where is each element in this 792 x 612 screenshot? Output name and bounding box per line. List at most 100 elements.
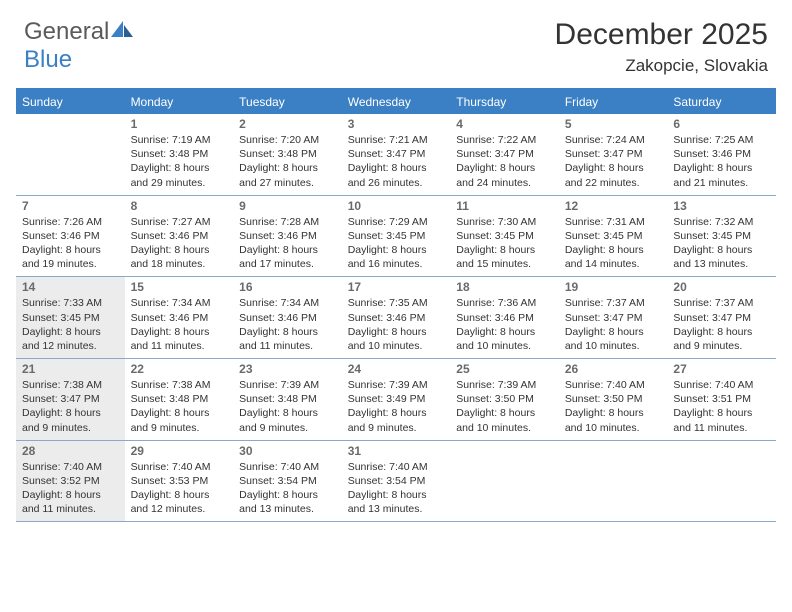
day-cell: 27Sunrise: 7:40 AMSunset: 3:51 PMDayligh…: [667, 359, 776, 440]
day-number: 2: [239, 117, 336, 131]
day-daylight: Daylight: 8 hours and 10 minutes.: [456, 325, 553, 353]
logo-text-gray: General: [24, 18, 109, 45]
day-sunset: Sunset: 3:45 PM: [348, 229, 445, 243]
day-sunset: Sunset: 3:48 PM: [239, 392, 336, 406]
day-sunrise: Sunrise: 7:34 AM: [131, 296, 228, 310]
day-number: 29: [131, 444, 228, 458]
day-cell: 21Sunrise: 7:38 AMSunset: 3:47 PMDayligh…: [16, 359, 125, 440]
day-sunrise: Sunrise: 7:24 AM: [565, 133, 662, 147]
day-number: 25: [456, 362, 553, 376]
day-sunset: Sunset: 3:53 PM: [131, 474, 228, 488]
day-number: 17: [348, 280, 445, 294]
weekday-header: Friday: [559, 90, 668, 114]
day-number: 15: [131, 280, 228, 294]
day-daylight: Daylight: 8 hours and 9 minutes.: [673, 325, 770, 353]
day-sunset: Sunset: 3:47 PM: [565, 147, 662, 161]
day-number: 4: [456, 117, 553, 131]
logo-sail-icon: [111, 18, 133, 46]
day-daylight: Daylight: 8 hours and 21 minutes.: [673, 161, 770, 189]
day-cell: 19Sunrise: 7:37 AMSunset: 3:47 PMDayligh…: [559, 277, 668, 358]
day-number: 27: [673, 362, 770, 376]
day-daylight: Daylight: 8 hours and 18 minutes.: [131, 243, 228, 271]
day-number: 22: [131, 362, 228, 376]
day-sunrise: Sunrise: 7:39 AM: [239, 378, 336, 392]
day-sunset: Sunset: 3:54 PM: [239, 474, 336, 488]
day-cell: 1Sunrise: 7:19 AMSunset: 3:48 PMDaylight…: [125, 114, 234, 195]
day-cell: 22Sunrise: 7:38 AMSunset: 3:48 PMDayligh…: [125, 359, 234, 440]
day-cell: 30Sunrise: 7:40 AMSunset: 3:54 PMDayligh…: [233, 441, 342, 522]
day-sunrise: Sunrise: 7:29 AM: [348, 215, 445, 229]
day-sunset: Sunset: 3:47 PM: [456, 147, 553, 161]
day-daylight: Daylight: 8 hours and 13 minutes.: [348, 488, 445, 516]
day-daylight: Daylight: 8 hours and 16 minutes.: [348, 243, 445, 271]
day-daylight: Daylight: 8 hours and 12 minutes.: [131, 488, 228, 516]
day-daylight: Daylight: 8 hours and 22 minutes.: [565, 161, 662, 189]
weekday-row: Sunday Monday Tuesday Wednesday Thursday…: [16, 90, 776, 114]
day-daylight: Daylight: 8 hours and 29 minutes.: [131, 161, 228, 189]
day-daylight: Daylight: 8 hours and 9 minutes.: [131, 406, 228, 434]
day-daylight: Daylight: 8 hours and 9 minutes.: [348, 406, 445, 434]
day-sunrise: Sunrise: 7:40 AM: [565, 378, 662, 392]
day-daylight: Daylight: 8 hours and 26 minutes.: [348, 161, 445, 189]
day-daylight: Daylight: 8 hours and 11 minutes.: [239, 325, 336, 353]
day-sunset: Sunset: 3:49 PM: [348, 392, 445, 406]
day-sunrise: Sunrise: 7:33 AM: [22, 296, 119, 310]
day-sunset: Sunset: 3:46 PM: [239, 311, 336, 325]
day-sunset: Sunset: 3:46 PM: [456, 311, 553, 325]
day-sunrise: Sunrise: 7:37 AM: [565, 296, 662, 310]
day-daylight: Daylight: 8 hours and 9 minutes.: [22, 406, 119, 434]
day-sunrise: Sunrise: 7:26 AM: [22, 215, 119, 229]
day-daylight: Daylight: 8 hours and 10 minutes.: [565, 325, 662, 353]
day-sunset: Sunset: 3:45 PM: [456, 229, 553, 243]
day-daylight: Daylight: 8 hours and 10 minutes.: [565, 406, 662, 434]
day-sunset: Sunset: 3:47 PM: [22, 392, 119, 406]
day-sunrise: Sunrise: 7:22 AM: [456, 133, 553, 147]
day-sunset: Sunset: 3:50 PM: [456, 392, 553, 406]
day-cell: [16, 114, 125, 195]
weekday-header: Wednesday: [342, 90, 451, 114]
day-daylight: Daylight: 8 hours and 19 minutes.: [22, 243, 119, 271]
day-sunrise: Sunrise: 7:38 AM: [131, 378, 228, 392]
day-sunset: Sunset: 3:46 PM: [131, 311, 228, 325]
day-sunrise: Sunrise: 7:36 AM: [456, 296, 553, 310]
day-sunset: Sunset: 3:46 PM: [239, 229, 336, 243]
location: Zakopcie, Slovakia: [555, 56, 768, 76]
day-daylight: Daylight: 8 hours and 13 minutes.: [673, 243, 770, 271]
day-number: 16: [239, 280, 336, 294]
day-sunrise: Sunrise: 7:19 AM: [131, 133, 228, 147]
day-number: 5: [565, 117, 662, 131]
day-sunrise: Sunrise: 7:39 AM: [456, 378, 553, 392]
day-cell: 13Sunrise: 7:32 AMSunset: 3:45 PMDayligh…: [667, 196, 776, 277]
day-sunset: Sunset: 3:47 PM: [565, 311, 662, 325]
day-daylight: Daylight: 8 hours and 11 minutes.: [673, 406, 770, 434]
day-cell: 20Sunrise: 7:37 AMSunset: 3:47 PMDayligh…: [667, 277, 776, 358]
day-daylight: Daylight: 8 hours and 10 minutes.: [348, 325, 445, 353]
day-cell: [667, 441, 776, 522]
weekday-header: Saturday: [667, 90, 776, 114]
day-number: 18: [456, 280, 553, 294]
day-cell: [450, 441, 559, 522]
day-sunset: Sunset: 3:46 PM: [22, 229, 119, 243]
weekday-header: Tuesday: [233, 90, 342, 114]
day-daylight: Daylight: 8 hours and 17 minutes.: [239, 243, 336, 271]
day-sunrise: Sunrise: 7:27 AM: [131, 215, 228, 229]
day-cell: 7Sunrise: 7:26 AMSunset: 3:46 PMDaylight…: [16, 196, 125, 277]
day-cell: 11Sunrise: 7:30 AMSunset: 3:45 PMDayligh…: [450, 196, 559, 277]
day-daylight: Daylight: 8 hours and 11 minutes.: [131, 325, 228, 353]
week-row: 21Sunrise: 7:38 AMSunset: 3:47 PMDayligh…: [16, 359, 776, 441]
day-number: 8: [131, 199, 228, 213]
day-daylight: Daylight: 8 hours and 15 minutes.: [456, 243, 553, 271]
title-area: December 2025 Zakopcie, Slovakia: [555, 18, 768, 76]
week-row: 14Sunrise: 7:33 AMSunset: 3:45 PMDayligh…: [16, 277, 776, 359]
day-number: 26: [565, 362, 662, 376]
weekday-header: Monday: [125, 90, 234, 114]
day-cell: 10Sunrise: 7:29 AMSunset: 3:45 PMDayligh…: [342, 196, 451, 277]
day-daylight: Daylight: 8 hours and 27 minutes.: [239, 161, 336, 189]
day-number: 31: [348, 444, 445, 458]
day-number: 28: [22, 444, 119, 458]
day-sunrise: Sunrise: 7:21 AM: [348, 133, 445, 147]
day-cell: 6Sunrise: 7:25 AMSunset: 3:46 PMDaylight…: [667, 114, 776, 195]
day-cell: 26Sunrise: 7:40 AMSunset: 3:50 PMDayligh…: [559, 359, 668, 440]
day-number: 1: [131, 117, 228, 131]
day-number: 12: [565, 199, 662, 213]
